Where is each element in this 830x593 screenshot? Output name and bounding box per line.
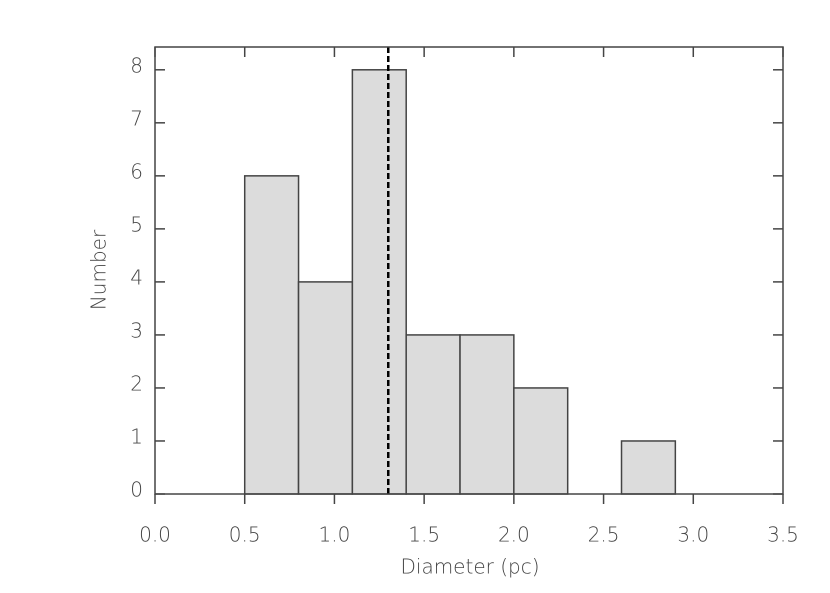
bar — [620, 440, 677, 495]
x-tick-label: 2.0 — [498, 523, 530, 547]
x-tick-label: 1.5 — [408, 523, 440, 547]
x-tick-label: 1.0 — [319, 523, 351, 547]
x-axis-label: Diameter (pc) — [400, 555, 539, 579]
y-axis-label: Number — [87, 229, 111, 310]
bar — [297, 281, 354, 495]
y-tick-label: 4 — [130, 265, 143, 289]
x-tick-label: 0.0 — [139, 523, 171, 547]
y-tick-label: 7 — [130, 106, 143, 130]
bar — [405, 334, 461, 495]
plot-frame — [154, 46, 784, 495]
y-tick-label: 6 — [130, 159, 143, 183]
x-tick-label: 3.5 — [767, 523, 799, 547]
bar — [459, 334, 515, 495]
y-tick-label: 2 — [130, 371, 143, 395]
y-tick-label: 3 — [130, 318, 143, 342]
x-tick-label: 3.0 — [677, 523, 709, 547]
x-tick-label: 0.5 — [229, 523, 261, 547]
x-tick-label: 2.5 — [588, 523, 620, 547]
y-tick-label: 1 — [130, 424, 143, 448]
bar — [513, 387, 569, 495]
bar — [243, 175, 300, 495]
bar — [351, 69, 407, 495]
y-tick-label: 5 — [130, 212, 143, 236]
y-tick-label: 0 — [130, 478, 143, 502]
y-tick-label: 8 — [130, 53, 143, 77]
